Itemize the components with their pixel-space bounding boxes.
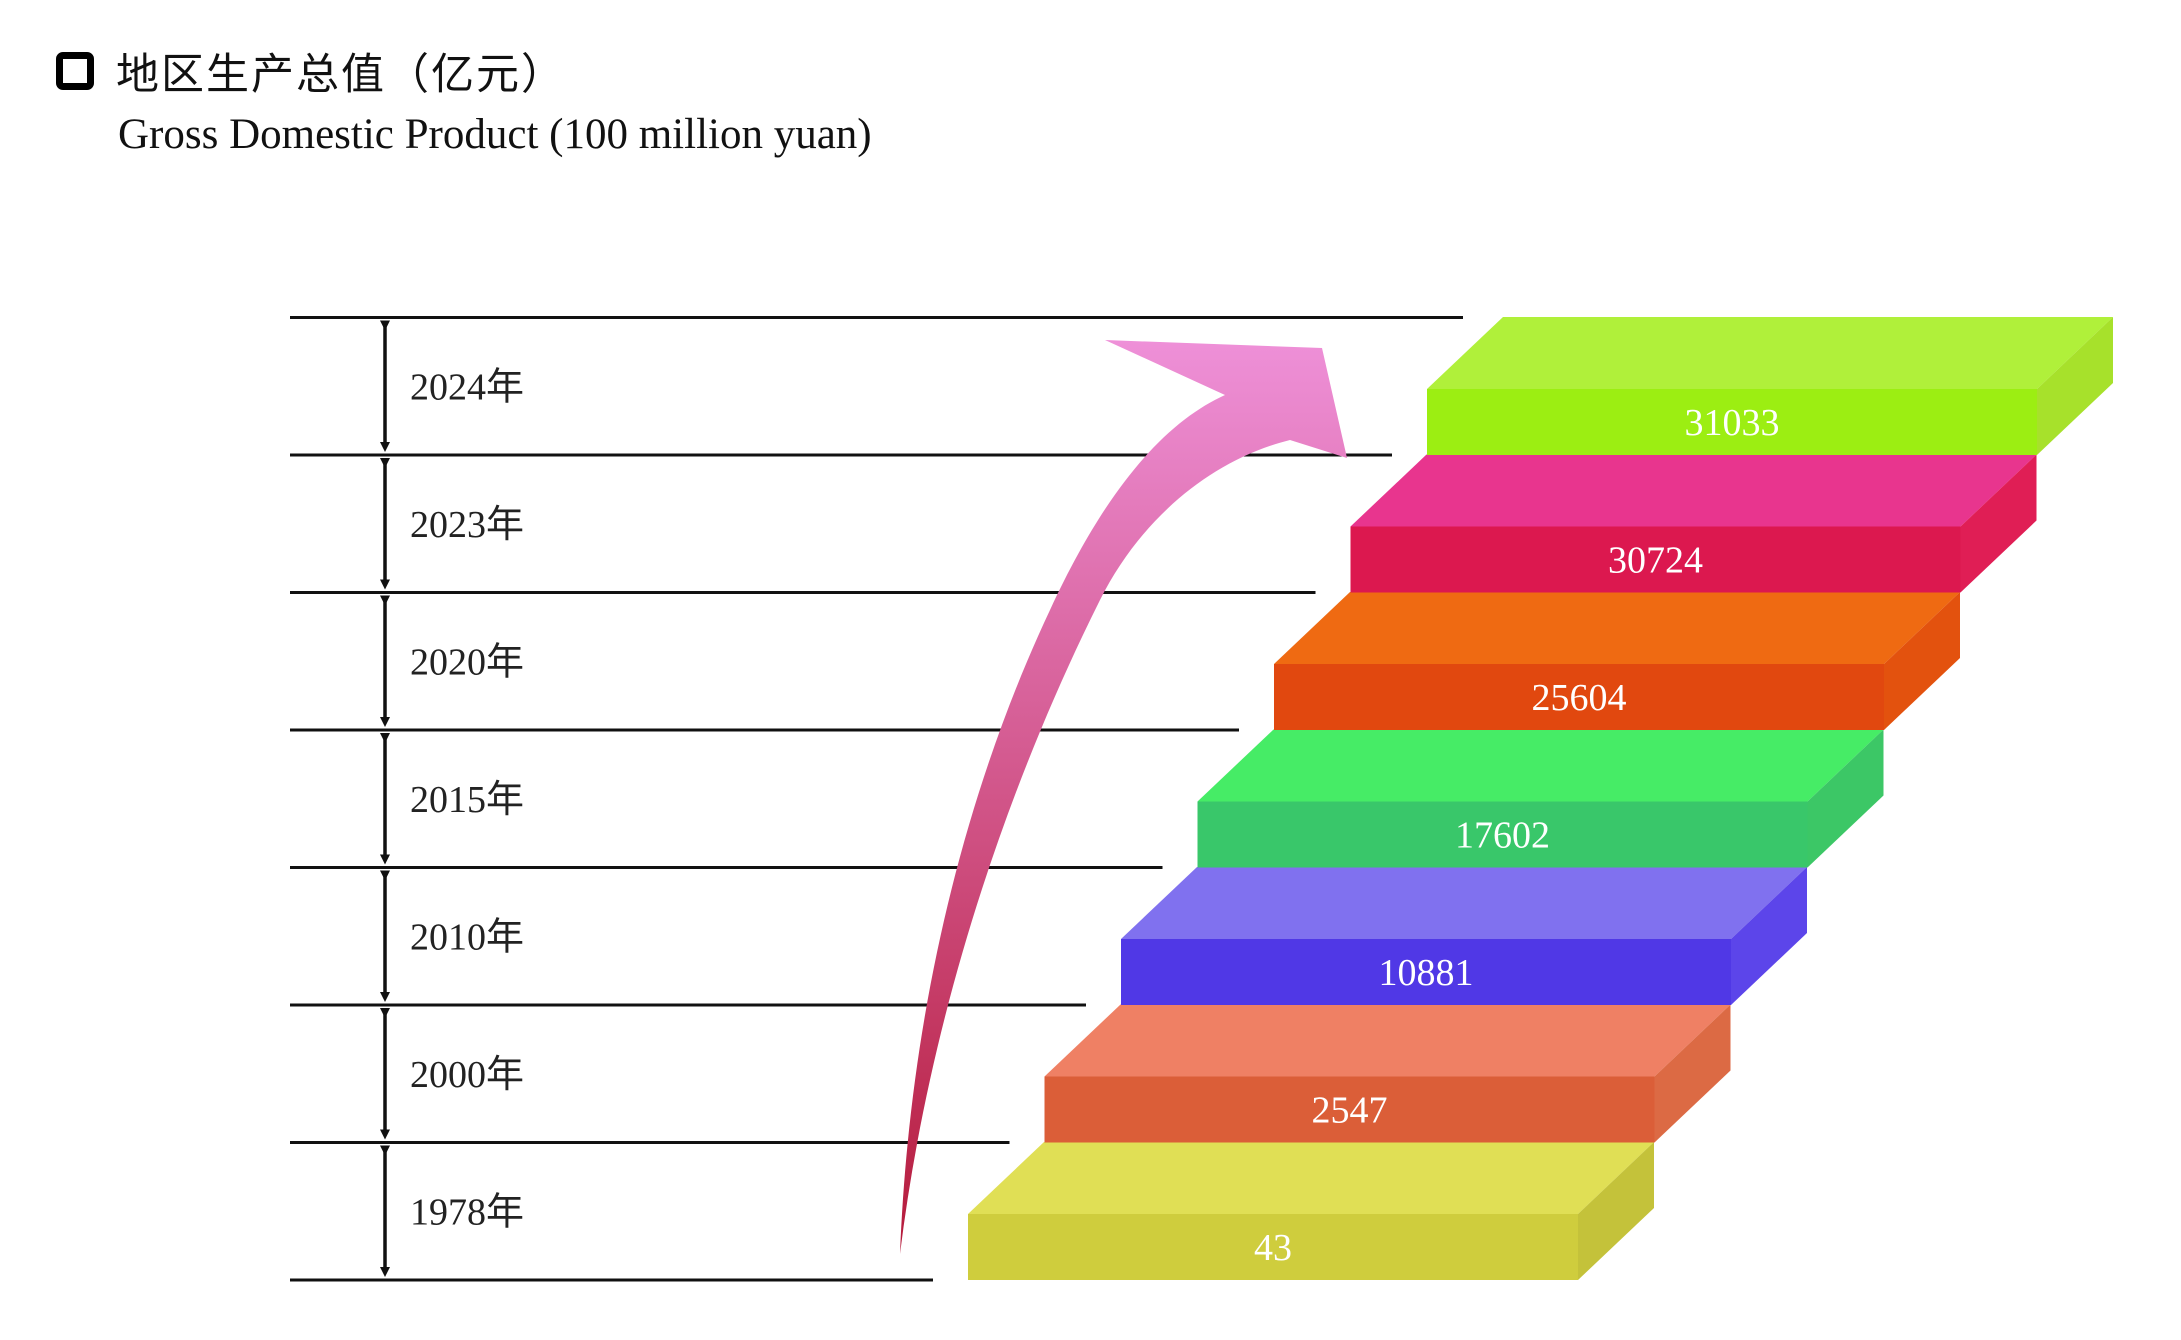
bar-side-face [1578,1142,1654,1280]
bar-front-face [1350,526,1961,593]
bar-top-face [1044,1004,1731,1077]
bar-side-face [2037,317,2113,455]
year-label: 2010年 [410,916,524,958]
title-row: 地区生产总值（亿元） [56,40,872,102]
bar-front-face [1427,389,2037,455]
bar-side-face [1960,454,2037,593]
bar-side-face [1884,592,1960,730]
bar-top-face [1197,729,1884,802]
bar-side-face [1731,867,1807,1005]
bar-top-face [1427,317,2113,389]
value-label: 10881 [1379,952,1474,994]
year-label: 2023年 [410,504,524,546]
bar-front-face [968,1214,1578,1280]
bar-top-face [968,1142,1654,1214]
bar-steps: 43 2547 10881 17602 25604 30724 31033 [968,317,2113,1280]
bar-front-face [1274,664,1884,730]
value-label: 17602 [1455,815,1550,857]
bar-front-face [1044,1076,1655,1143]
chart-header: 地区生产总值（亿元） Gross Domestic Product (100 m… [56,40,872,159]
bar-top-face [1274,592,1960,664]
year-label: 1978年 [410,1191,524,1233]
bar-side-face [1807,729,1884,868]
value-label: 30724 [1608,540,1703,582]
chart-title: 地区生产总值（亿元） [116,50,566,100]
value-label: 31033 [1685,402,1780,444]
value-label: 2547 [1312,1090,1388,1132]
bar-top-face [1121,867,1807,939]
year-rows: 1978年 2000年 2010年 2015年 2020年 2023年 2024年 [290,316,1463,1282]
bar-front-face [1121,939,1731,1005]
bar-top-face [1350,454,2037,527]
growth-arrow [900,340,1347,1254]
year-label: 2000年 [410,1054,524,1096]
value-label: 43 [1254,1227,1292,1269]
value-label: 25604 [1532,677,1627,719]
square-bullet-icon [56,52,94,90]
year-label: 2024年 [410,366,524,408]
year-label: 2020年 [410,641,524,683]
chart-subtitle: Gross Domestic Product (100 million yuan… [118,111,872,158]
bar-front-face [1197,801,1808,868]
bar-side-face [1654,1004,1731,1143]
year-label: 2015年 [410,779,524,821]
